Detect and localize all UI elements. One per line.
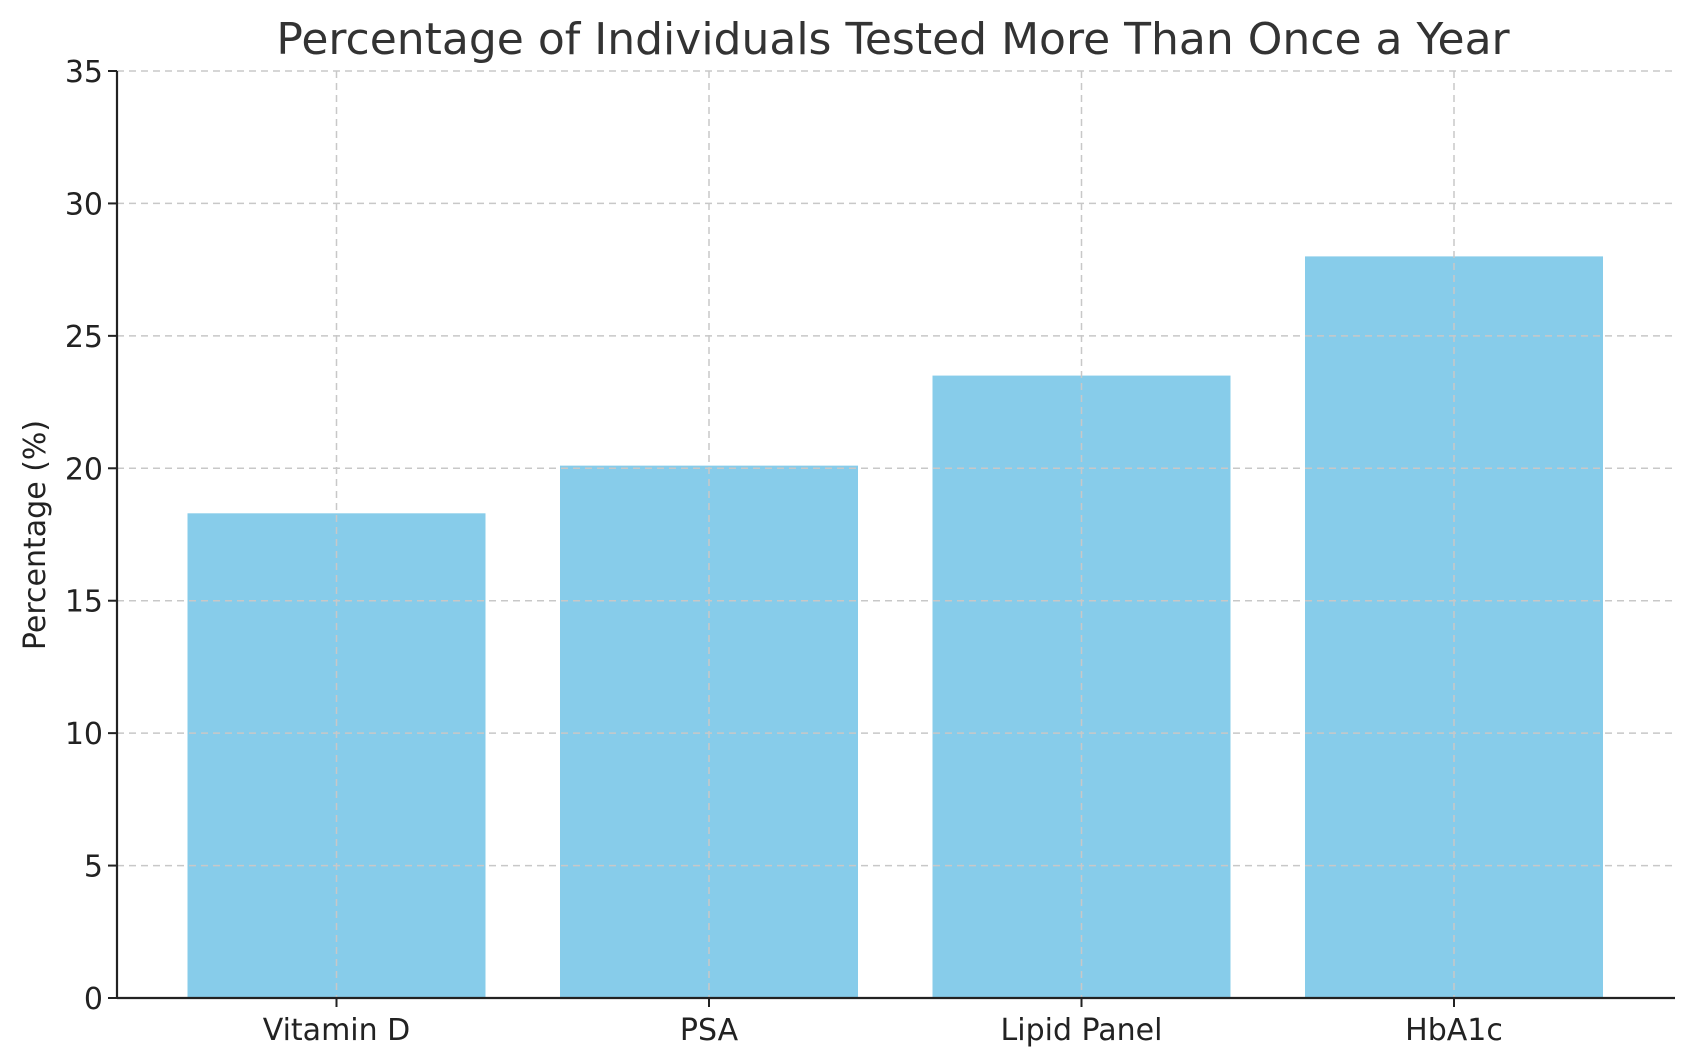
y-tick-label: 35 xyxy=(65,55,103,90)
x-tick-label: HbA1c xyxy=(1405,1013,1503,1048)
x-tick-label: Lipid Panel xyxy=(1001,1013,1163,1048)
x-ticks: Vitamin D PSA Lipid Panel HbA1c xyxy=(263,998,1503,1048)
y-ticks: 0 5 10 15 20 25 30 35 xyxy=(65,55,117,1017)
y-tick-label: 25 xyxy=(65,320,103,355)
y-tick-label: 15 xyxy=(65,585,103,620)
y-tick-label: 10 xyxy=(65,717,103,752)
bars xyxy=(187,256,1603,999)
chart-title: Percentage of Individuals Tested More Th… xyxy=(276,14,1510,65)
y-tick-label: 0 xyxy=(84,982,103,1017)
axes xyxy=(115,71,1675,1000)
gridlines xyxy=(117,70,1675,998)
x-tick-label: PSA xyxy=(680,1013,739,1048)
y-tick-label: 5 xyxy=(84,850,103,885)
y-axis-label: Percentage (%) xyxy=(18,420,53,650)
y-tick-label: 30 xyxy=(65,187,103,222)
y-tick-label: 20 xyxy=(65,452,103,487)
x-tick-label: Vitamin D xyxy=(263,1013,411,1048)
